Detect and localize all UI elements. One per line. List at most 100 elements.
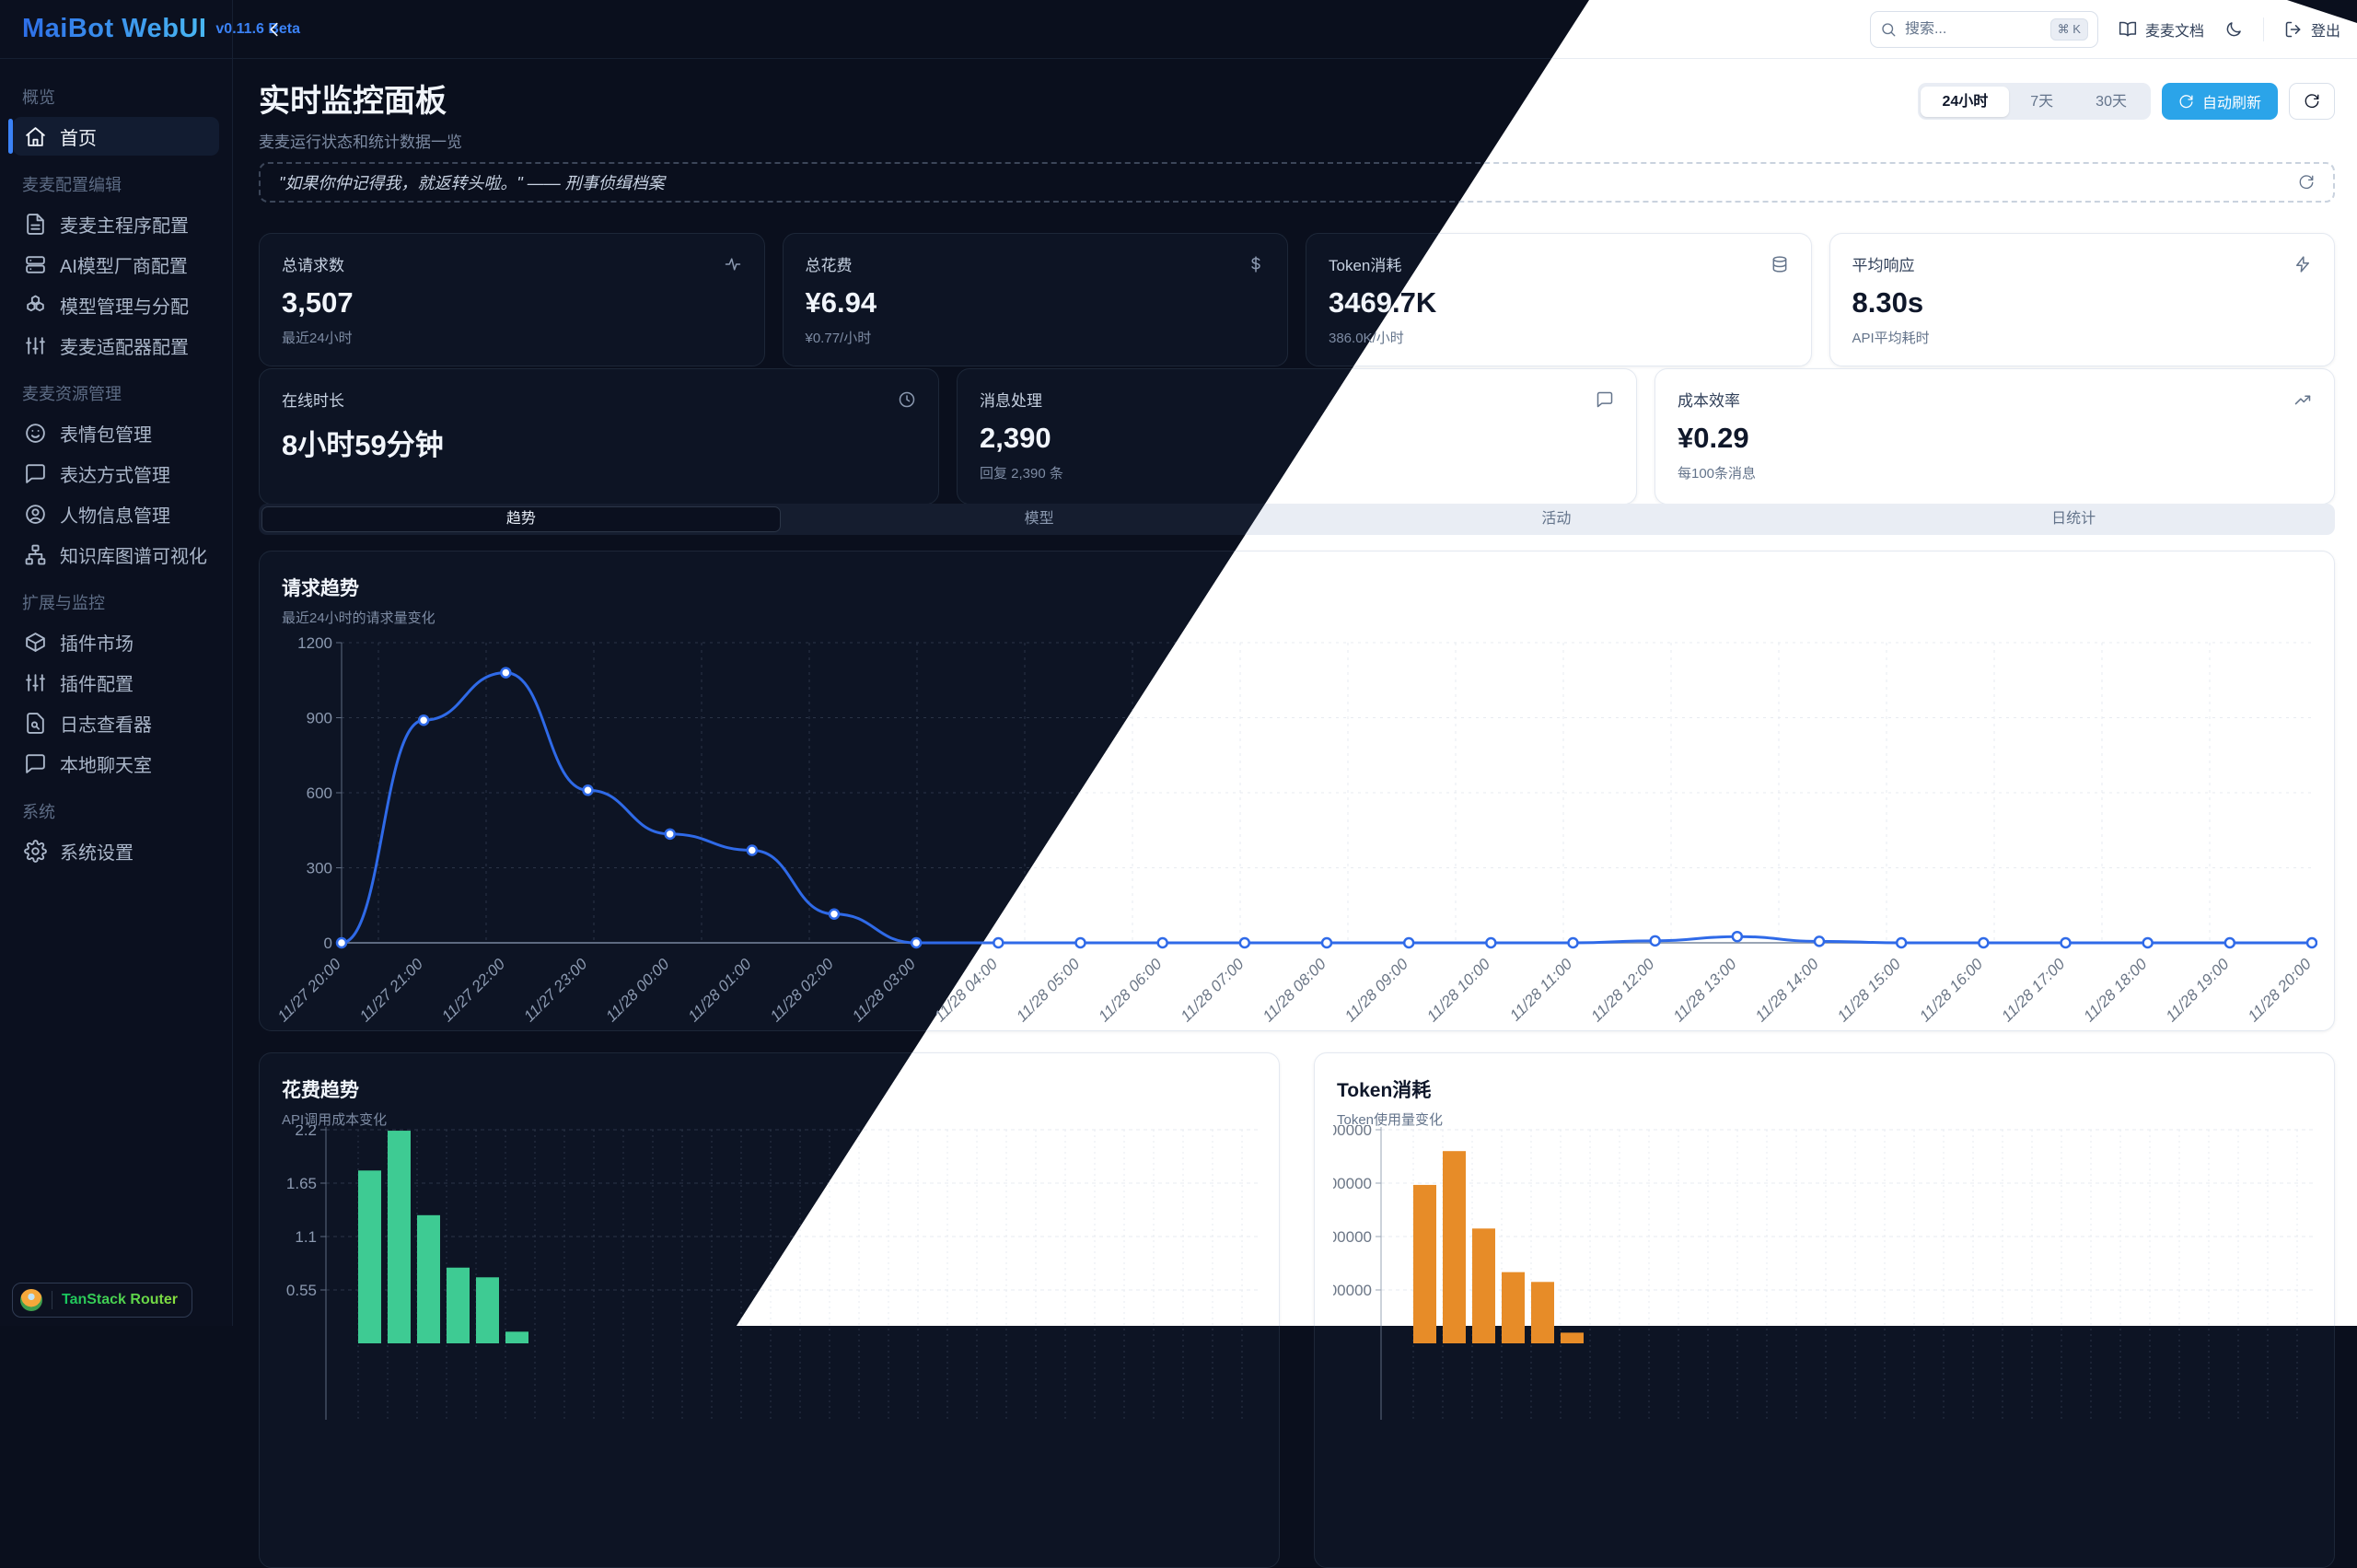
search-box[interactable]: ⌘ K	[1869, 10, 2098, 48]
svg-text:11/28 17:00: 11/28 17:00	[1998, 955, 2068, 1025]
sidebar-item-log-viewer[interactable]: 日志查看器	[13, 703, 219, 742]
message-square-icon	[24, 752, 47, 775]
sidebar-item-label: 日志查看器	[60, 714, 152, 736]
message-square-icon	[1596, 390, 1614, 409]
range-7d-button[interactable]: 7天	[2030, 93, 2054, 110]
sidebar-item-expression-management[interactable]: 表达方式管理	[13, 454, 219, 493]
svg-text:900000: 900000	[1333, 1175, 1372, 1192]
sidebar-nav: 概览 首页 麦麦配置编辑 麦麦主程序配置 AI模型厂商配置 模型管理与分配 麦麦…	[0, 59, 232, 881]
database-icon	[1771, 255, 1789, 273]
page-subtitle: 麦麦运行状态和统计数据一览	[259, 134, 462, 151]
sidebar-item-label: 系统设置	[60, 842, 134, 864]
svg-text:0.55: 0.55	[286, 1282, 317, 1299]
nav-section-extensions: 扩展与监控	[22, 594, 105, 612]
svg-text:0: 0	[324, 935, 332, 952]
graph-icon	[24, 543, 47, 566]
sidebar-item-emoji-management[interactable]: 表情包管理	[13, 413, 219, 452]
svg-text:600000: 600000	[1333, 1228, 1372, 1246]
docs-label: 麦麦文档	[2144, 23, 2204, 40]
stat-value: ¥0.29	[1678, 422, 1749, 454]
stat-sub	[282, 471, 916, 485]
stat-sub: 回复 2,390 条	[980, 466, 1063, 482]
file-search-icon	[24, 712, 47, 735]
stat-sub: ¥0.77/小时	[805, 331, 872, 346]
svg-text:1.1: 1.1	[295, 1228, 317, 1246]
refresh-icon	[2304, 93, 2320, 110]
sidebar-item-label: 麦麦适配器配置	[60, 337, 189, 358]
tab-activity[interactable]: 活动	[1541, 511, 1572, 527]
app-title: MaiBot WebUI	[22, 14, 207, 43]
stat-sub: 最近24小时	[282, 331, 353, 346]
divider	[2262, 17, 2264, 41]
theme-toggle-button[interactable]	[2224, 20, 2243, 39]
tab-daily-stats[interactable]: 日统计	[2051, 511, 2096, 527]
sidebar-item-persona-info[interactable]: 人物信息管理	[13, 494, 219, 533]
quote-refresh-button[interactable]	[2298, 174, 2315, 191]
svg-text:11/28 08:00: 11/28 08:00	[1260, 955, 1329, 1025]
svg-text:11/28 01:00: 11/28 01:00	[685, 955, 755, 1025]
chart-subtitle: 最近24小时的请求量变化	[282, 610, 435, 626]
tanstack-router-label: TanStack Router	[62, 1292, 178, 1307]
chart-title: 请求趋势	[282, 578, 359, 599]
svg-text:11/27 22:00: 11/27 22:00	[438, 955, 508, 1025]
sidebar-item-plugin-market[interactable]: 插件市场	[13, 622, 219, 661]
smile-icon	[24, 422, 47, 445]
svg-text:11/28 02:00: 11/28 02:00	[767, 955, 837, 1025]
sidebar-item-adapter-config[interactable]: 麦麦适配器配置	[13, 326, 219, 365]
svg-text:11/28 03:00: 11/28 03:00	[849, 955, 919, 1025]
home-icon	[24, 125, 47, 148]
range-30d-button[interactable]: 30天	[2096, 93, 2127, 110]
manual-refresh-button[interactable]	[2289, 83, 2335, 120]
clock-icon	[898, 390, 916, 409]
sidebar-item-ai-providers[interactable]: AI模型厂商配置	[13, 245, 219, 284]
logout-button[interactable]: 登出	[2284, 18, 2340, 41]
sidebar-item-plugin-config[interactable]: 插件配置	[13, 663, 219, 702]
tanstack-router-badge[interactable]: TanStack Router	[12, 1283, 192, 1318]
sidebar-item-local-chatroom[interactable]: 本地聊天室	[13, 744, 219, 783]
logout-icon	[2284, 20, 2303, 39]
sidebar-item-main-config[interactable]: 麦麦主程序配置	[13, 204, 219, 243]
auto-refresh-button[interactable]: 自动刷新	[2161, 83, 2278, 120]
sidebar-item-label: 本地聊天室	[60, 755, 152, 776]
svg-text:11/28 07:00: 11/28 07:00	[1178, 955, 1248, 1025]
tab-trends[interactable]: 趋势	[261, 506, 781, 532]
page-title: 实时监控面板	[259, 84, 447, 119]
search-shortcut-badge: ⌘ K	[2049, 17, 2088, 41]
sidebar-item-knowledge-graph[interactable]: 知识库图谱可视化	[13, 535, 219, 574]
svg-text:2.2: 2.2	[295, 1125, 317, 1139]
tab-models[interactable]: 模型	[1024, 511, 1054, 527]
search-input[interactable]	[1904, 20, 2042, 38]
stat-sub: 每100条消息	[1678, 466, 1757, 482]
dollar-icon	[1247, 255, 1265, 273]
sidebar-item-label: 首页	[60, 128, 97, 149]
sidebar-item-label: 人物信息管理	[60, 505, 170, 527]
sidebar-collapse-button[interactable]	[264, 19, 284, 40]
range-24h-button[interactable]: 24小时	[1921, 86, 2010, 117]
docs-link[interactable]: 麦麦文档	[2119, 18, 2204, 41]
refresh-icon	[2178, 94, 2194, 110]
activity-icon	[724, 255, 742, 273]
sidebar: MaiBot WebUI v0.11.6 Beta 概览 首页 麦麦配置编辑 麦…	[0, 0, 300, 1326]
nav-section-config: 麦麦配置编辑	[22, 176, 122, 194]
trending-up-icon	[2293, 390, 2312, 409]
sidebar-item-home[interactable]: 首页	[8, 117, 219, 156]
svg-text:11/28 18:00: 11/28 18:00	[2080, 955, 2150, 1025]
gear-icon	[24, 839, 47, 863]
sidebar-item-system-settings[interactable]: 系统设置	[13, 831, 219, 870]
sidebar-item-model-management[interactable]: 模型管理与分配	[13, 285, 219, 324]
stat-card-total-cost: 总花费 ¥6.94 ¥0.77/小时	[782, 233, 1288, 366]
sidebar-item-label: AI模型厂商配置	[60, 256, 188, 277]
svg-text:11/27 20:00: 11/27 20:00	[278, 955, 344, 1025]
stat-label: 在线时长	[282, 392, 344, 410]
svg-text:11/27 21:00: 11/27 21:00	[356, 955, 426, 1025]
sidebar-item-label: 知识库图谱可视化	[60, 546, 207, 567]
zap-icon	[2293, 255, 2312, 273]
stat-card-total-requests: 总请求数 3,507 最近24小时	[259, 233, 765, 366]
stat-label: 消息处理	[980, 392, 1042, 410]
boxes-icon	[24, 294, 47, 317]
svg-text:11/28 12:00: 11/28 12:00	[1587, 955, 1657, 1025]
quote-text: "如果你仲记得我，就返转头啦。" —— 刑事侦缉档案	[279, 174, 665, 192]
file-text-icon	[24, 213, 47, 236]
chart-subtitle: API调用成本变化	[282, 1112, 388, 1128]
stat-value: 3,507	[282, 286, 354, 319]
